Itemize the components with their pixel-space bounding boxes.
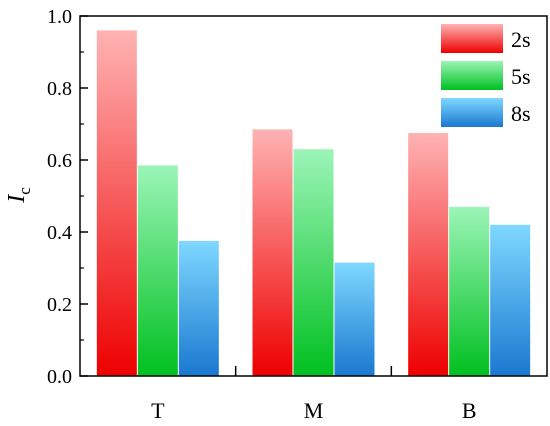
y-tick-label: 0.2	[47, 294, 72, 316]
legend-label-2s: 2s	[511, 27, 531, 52]
legend-swatch-5s	[441, 61, 503, 90]
legend-swatch-2s	[441, 24, 503, 53]
bar-M-2s	[252, 129, 293, 376]
bars-group	[96, 30, 531, 377]
legend: 2s 5s 8s	[441, 24, 531, 127]
y-tick-label: 0.4	[47, 222, 72, 244]
bar-M-8s	[334, 262, 375, 376]
y-axis-title: Ic	[4, 187, 34, 204]
y-tick-label: 0.8	[47, 78, 72, 100]
bar-B-8s	[490, 224, 531, 376]
bar-T-5s	[137, 165, 178, 376]
y-tick-label: 0.6	[47, 150, 72, 172]
legend-label-8s: 8s	[511, 101, 531, 126]
x-tick-label-M: M	[304, 398, 324, 423]
bar-T-2s	[96, 30, 137, 377]
y-tick-label: 0.0	[47, 366, 72, 388]
legend-label-5s: 5s	[511, 64, 531, 89]
x-tick-label-B: B	[462, 398, 477, 423]
y-ticks-group: 0.0 0.2 0.4 0.6 0.8 1.0	[47, 6, 88, 388]
bar-M-5s	[293, 149, 334, 376]
bar-B-5s	[449, 206, 490, 376]
y-tick-label: 1.0	[47, 6, 72, 28]
bar-T-8s	[178, 241, 219, 376]
legend-swatch-8s	[441, 98, 503, 127]
plot-frame	[79, 15, 548, 377]
x-tick-label-T: T	[151, 398, 165, 423]
bar-B-2s	[408, 133, 449, 376]
